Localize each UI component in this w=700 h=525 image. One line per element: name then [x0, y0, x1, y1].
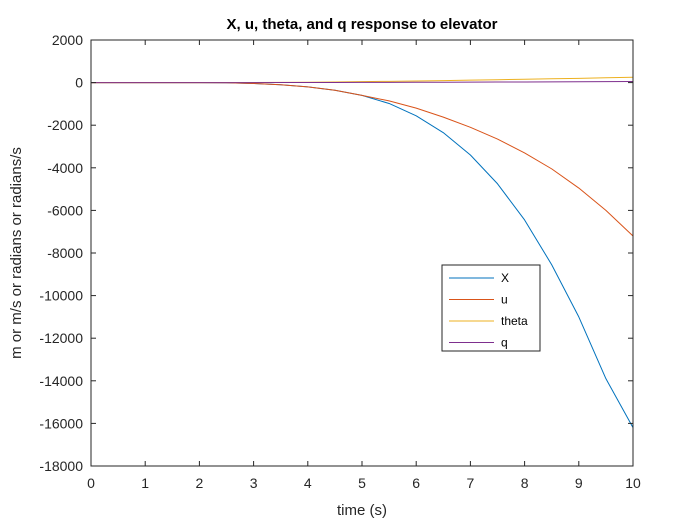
- y-tick-label: 2000: [52, 32, 83, 48]
- legend-label-x: X: [501, 271, 509, 285]
- x-tick-label: 1: [141, 475, 149, 491]
- axes-box: [90, 39, 634, 467]
- y-tick-label: -12000: [39, 330, 83, 346]
- plot-area: [91, 40, 633, 466]
- x-axis-label: time (s): [337, 502, 387, 519]
- series-lines: [91, 76, 634, 428]
- y-tick-label: -2000: [47, 117, 83, 133]
- x-tick-label: 0: [87, 475, 95, 491]
- x-tick-label: 10: [625, 475, 641, 491]
- y-tick-label: -4000: [47, 160, 83, 176]
- legend-label-q: q: [501, 336, 508, 350]
- y-axis-label: m or m/s or radians or radians/s: [8, 147, 25, 359]
- legend-label-u: u: [501, 293, 508, 307]
- x-tick-label: 3: [250, 475, 258, 491]
- x-tick-label: 9: [575, 475, 583, 491]
- legend: Xu theta q: [441, 264, 541, 352]
- legend-label-theta: theta: [501, 314, 528, 328]
- y-tick-label: -6000: [47, 202, 83, 218]
- series-line-q: [91, 81, 634, 84]
- x-axis-ticks: 0 1 2 3 4 5 6 7 8 9 10: [87, 40, 641, 491]
- x-tick-label: 6: [412, 475, 420, 491]
- x-tick-label: 4: [304, 475, 312, 491]
- chart-title: X, u, theta, and q response to elevator: [227, 16, 498, 33]
- legend-box: [441, 264, 541, 352]
- y-tick-label: -18000: [39, 458, 83, 474]
- y-axis-ticks: 2000 0 -2000 -4000 -6000 -8000 -10000 -12000 -14…: [39, 32, 633, 474]
- y-tick-label: -10000: [39, 288, 83, 304]
- y-tick-label: -8000: [47, 245, 83, 261]
- y-tick-label: -16000: [39, 415, 83, 431]
- x-tick-label: 5: [358, 475, 366, 491]
- x-tick-label: 8: [521, 475, 529, 491]
- y-tick-label: -14000: [39, 373, 83, 389]
- x-tick-label: 2: [196, 475, 204, 491]
- x-tick-label: 7: [467, 475, 475, 491]
- y-tick-label: 0: [75, 75, 83, 91]
